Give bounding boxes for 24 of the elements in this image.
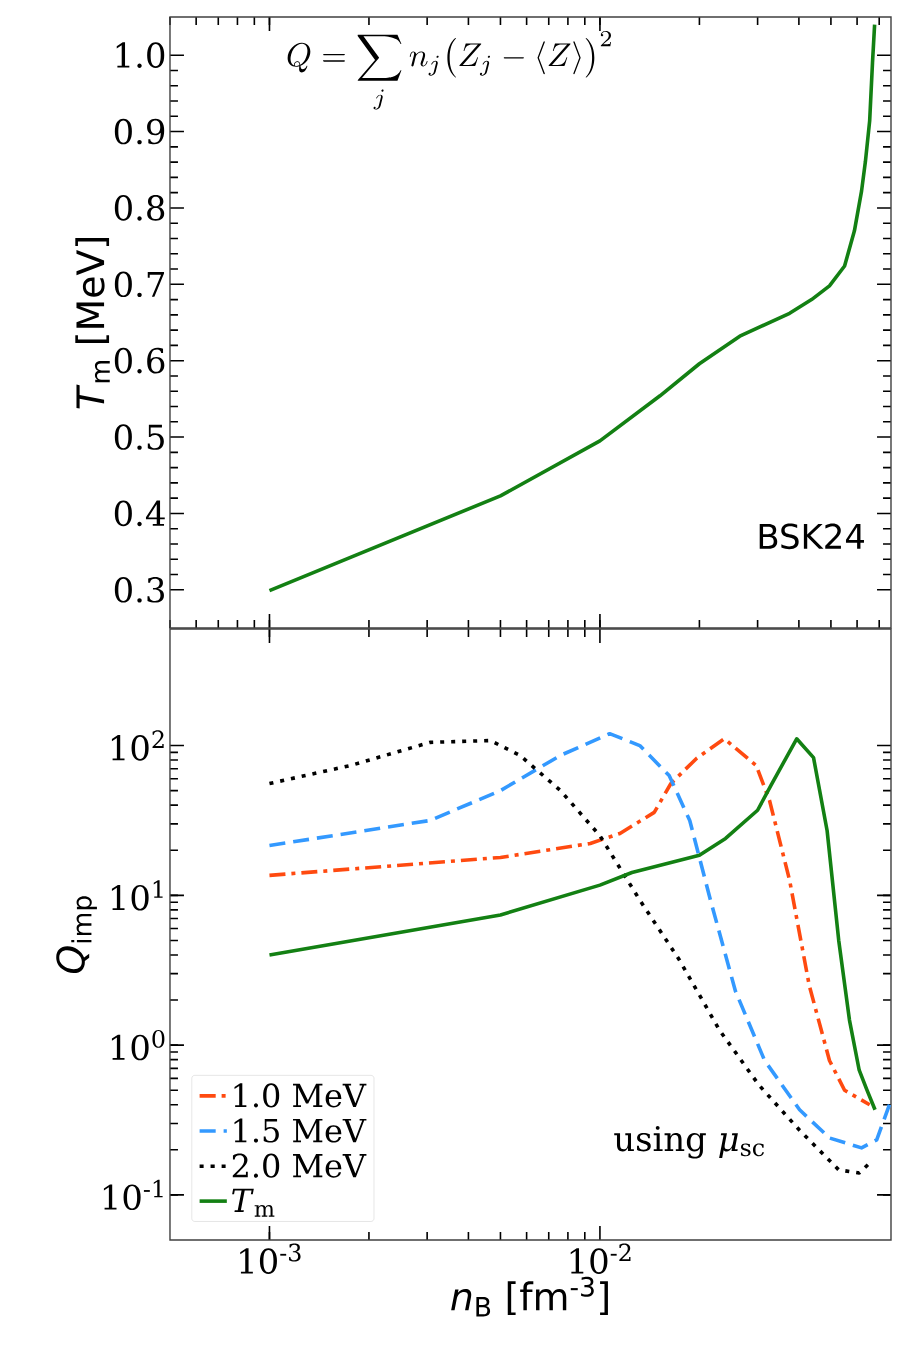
legend-label: 1.5 MeV: [234, 1118, 367, 1143]
y-tick-label: 10$^{0}$: [111, 1029, 165, 1061]
y-axis-title: T$_{m}$ [MeV]: [75, 238, 110, 409]
y-tick-label: 10$^{-1}$: [103, 1179, 163, 1211]
y-tick-label: 0.3: [114, 576, 164, 603]
annotation: BSK24: [759, 523, 864, 550]
legend-label: 1.0 MeV: [234, 1083, 367, 1108]
y-tick-label: 10$^{2}$: [111, 730, 164, 761]
y-tick-label: 10$^{1}$: [111, 880, 163, 911]
legend-label: T$_{m}$: [232, 1188, 275, 1217]
y-tick-label: 0.6: [114, 347, 165, 374]
y-tick-label: 0.9: [114, 118, 165, 145]
x-axis-title: n$_{B}$ [fm$^{-3}$]: [451, 1276, 608, 1317]
y-tick-label: 0.5: [114, 424, 164, 450]
y-tick-label: 1.0: [116, 42, 165, 68]
annotation: $Q = \sum_j n_j\bigl(Z_j - \langle Z\rangle\bigr)^2$: [287, 30, 611, 110]
y-tick-label: 0.7: [114, 271, 165, 298]
y-tick-label: 0.4: [114, 500, 165, 527]
x-tick-label: 10$^{-3}$: [240, 1243, 301, 1274]
y-tick-label: 0.8: [114, 195, 165, 221]
annotation: using μ$_{sc}$: [614, 1126, 764, 1159]
x-tick-label: 10$^{-2}$: [570, 1243, 631, 1274]
y-axis-title: Q$_{imp}$: [56, 896, 97, 974]
legend-label: 2.0 MeV: [232, 1153, 367, 1178]
